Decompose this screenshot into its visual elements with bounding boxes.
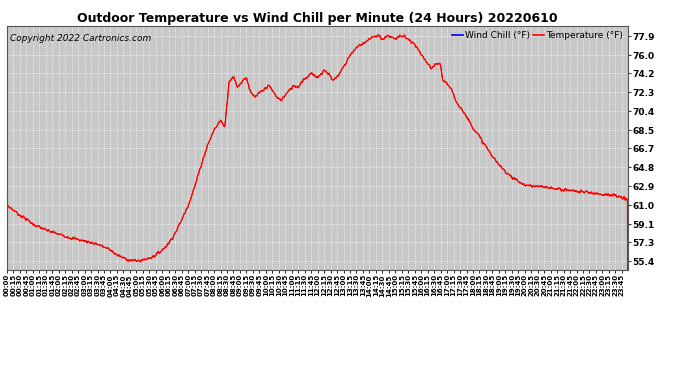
- Legend: Wind Chill (°F), Temperature (°F): Wind Chill (°F), Temperature (°F): [452, 31, 623, 40]
- Title: Outdoor Temperature vs Wind Chill per Minute (24 Hours) 20220610: Outdoor Temperature vs Wind Chill per Mi…: [77, 12, 558, 25]
- Text: Copyright 2022 Cartronics.com: Copyright 2022 Cartronics.com: [10, 34, 151, 43]
